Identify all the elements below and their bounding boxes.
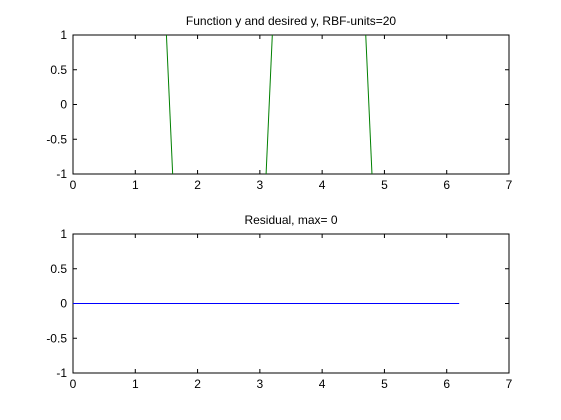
top-x-tick-label: 3	[257, 178, 264, 192]
bottom-x-tick-label: 3	[257, 377, 264, 391]
bottom-x-tick-label: 4	[319, 377, 326, 391]
top-axes: Function y and desired y, RBF-units=20 0 1…	[46, 14, 512, 192]
top-y-tick-label: 0.5	[50, 63, 67, 77]
top-x-tick-label: 0	[70, 178, 77, 192]
bottom-x-tick-label: 1	[132, 377, 139, 391]
top-series-line	[165, 35, 174, 174]
top-series-line	[365, 35, 373, 174]
top-x-tick-label: 6	[443, 178, 450, 192]
bottom-x-tick-label: 6	[443, 377, 450, 391]
top-x-tick-label: 2	[194, 178, 201, 192]
top-x-tick-label: 5	[381, 178, 388, 192]
bottom-x-tick-label: 5	[381, 377, 388, 391]
top-series-group	[165, 35, 373, 174]
bottom-chart-title: Residual, max= 0	[244, 213, 337, 227]
bottom-y-tick-label: 0.5	[50, 262, 67, 276]
bottom-axes: Residual, max= 0 0 1 2 3 4 5 6 7 -1 -0.5 0 0.5 1	[46, 213, 512, 391]
top-series-line	[265, 35, 273, 174]
top-x-tick-label: 4	[319, 178, 326, 192]
top-x-tick-label: 7	[506, 178, 513, 192]
bottom-y-tick-label: 1	[60, 227, 67, 241]
bottom-x-tick-label: 0	[70, 377, 77, 391]
bottom-x-tick-label: 2	[194, 377, 201, 391]
bottom-y-tick-label: -1	[56, 366, 67, 380]
bottom-x-tick-label: 7	[506, 377, 513, 391]
top-chart-title: Function y and desired y, RBF-units=20	[186, 14, 397, 28]
top-y-tick-label: 1	[60, 28, 67, 42]
top-x-tick-label: 1	[132, 178, 139, 192]
top-plot-area	[72, 34, 510, 175]
top-y-tick-label: -0.5	[46, 132, 67, 146]
bottom-y-tick-label: -0.5	[46, 331, 67, 345]
top-y-tick-label: -1	[56, 167, 67, 181]
top-y-tick-label: 0	[60, 98, 67, 112]
bottom-y-tick-label: 0	[60, 297, 67, 311]
